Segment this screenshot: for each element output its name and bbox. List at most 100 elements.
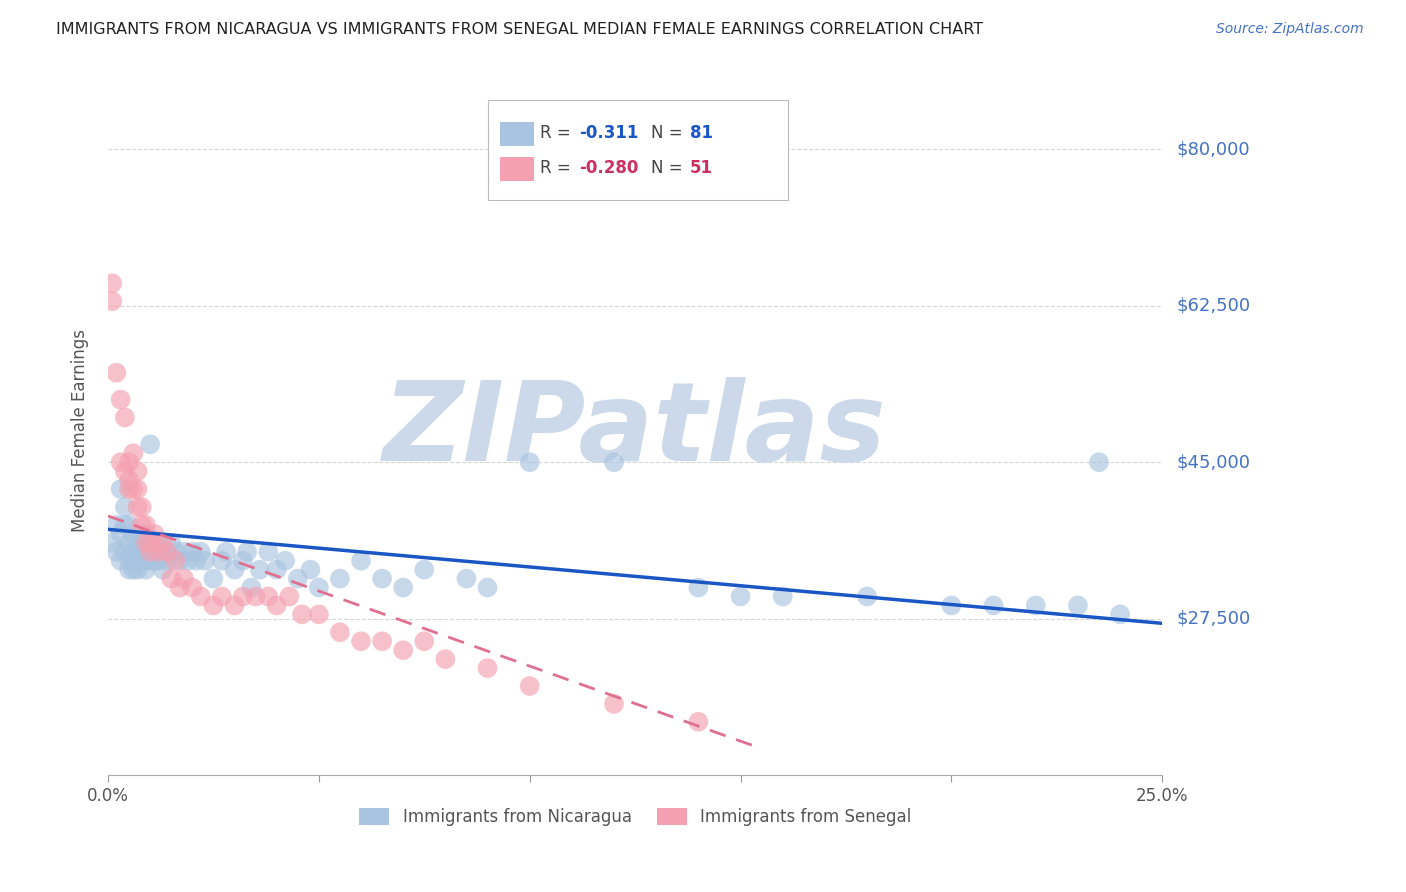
- Point: [101, 536, 124, 550]
- Point: [603, 455, 626, 469]
- Point: [143, 536, 166, 550]
- Point: [148, 545, 170, 559]
- Point: [122, 545, 145, 559]
- Point: [173, 572, 195, 586]
- Point: [127, 536, 149, 550]
- Point: [114, 500, 136, 514]
- Point: [266, 563, 288, 577]
- Point: [127, 482, 149, 496]
- Y-axis label: Median Female Earnings: Median Female Earnings: [72, 329, 89, 533]
- Point: [165, 545, 187, 559]
- Point: [232, 590, 254, 604]
- Point: [101, 294, 124, 309]
- Point: [249, 563, 271, 577]
- Point: [1025, 599, 1047, 613]
- Point: [224, 599, 246, 613]
- Point: [519, 679, 541, 693]
- Point: [173, 545, 195, 559]
- Point: [114, 517, 136, 532]
- Point: [257, 545, 280, 559]
- Point: [105, 545, 128, 559]
- Point: [413, 563, 436, 577]
- Point: [941, 599, 963, 613]
- Text: $45,000: $45,000: [1177, 453, 1250, 471]
- Point: [291, 607, 314, 622]
- FancyBboxPatch shape: [501, 157, 534, 181]
- FancyBboxPatch shape: [488, 100, 787, 200]
- Point: [371, 634, 394, 648]
- Point: [135, 554, 157, 568]
- Point: [257, 590, 280, 604]
- Point: [224, 563, 246, 577]
- Point: [131, 500, 153, 514]
- Text: -0.311: -0.311: [579, 124, 638, 142]
- Point: [1088, 455, 1111, 469]
- Point: [519, 455, 541, 469]
- Point: [122, 526, 145, 541]
- Point: [688, 714, 710, 729]
- Point: [278, 590, 301, 604]
- Text: $27,500: $27,500: [1177, 610, 1250, 628]
- Point: [114, 410, 136, 425]
- Point: [148, 536, 170, 550]
- Text: R =: R =: [540, 160, 576, 178]
- Point: [139, 536, 162, 550]
- Point: [232, 554, 254, 568]
- Point: [245, 590, 267, 604]
- Point: [118, 473, 141, 487]
- Text: R =: R =: [540, 124, 576, 142]
- Point: [392, 643, 415, 657]
- Point: [110, 554, 132, 568]
- Point: [152, 545, 174, 559]
- Text: N =: N =: [651, 124, 688, 142]
- Point: [1067, 599, 1090, 613]
- Text: $80,000: $80,000: [1177, 140, 1250, 158]
- Point: [127, 563, 149, 577]
- Point: [127, 545, 149, 559]
- Point: [156, 545, 179, 559]
- Point: [122, 482, 145, 496]
- Point: [110, 482, 132, 496]
- Point: [127, 500, 149, 514]
- Point: [194, 554, 217, 568]
- Point: [266, 599, 288, 613]
- Point: [477, 661, 499, 675]
- Point: [350, 554, 373, 568]
- Point: [114, 464, 136, 478]
- Point: [181, 545, 204, 559]
- Point: [105, 366, 128, 380]
- Point: [299, 563, 322, 577]
- Point: [202, 572, 225, 586]
- Point: [688, 581, 710, 595]
- Point: [190, 590, 212, 604]
- Point: [211, 590, 233, 604]
- Point: [118, 517, 141, 532]
- Point: [101, 277, 124, 291]
- Point: [186, 554, 208, 568]
- Point: [169, 581, 191, 595]
- Point: [190, 545, 212, 559]
- Point: [177, 554, 200, 568]
- Text: ZIPatlas: ZIPatlas: [384, 377, 887, 484]
- Point: [308, 607, 330, 622]
- Point: [105, 517, 128, 532]
- Point: [202, 599, 225, 613]
- Point: [169, 554, 191, 568]
- Point: [456, 572, 478, 586]
- Point: [135, 563, 157, 577]
- Point: [131, 536, 153, 550]
- Point: [236, 545, 259, 559]
- Point: [371, 572, 394, 586]
- Point: [122, 563, 145, 577]
- Text: IMMIGRANTS FROM NICARAGUA VS IMMIGRANTS FROM SENEGAL MEDIAN FEMALE EARNINGS CORR: IMMIGRANTS FROM NICARAGUA VS IMMIGRANTS …: [56, 22, 983, 37]
- Point: [156, 545, 179, 559]
- Point: [287, 572, 309, 586]
- Point: [856, 590, 879, 604]
- Point: [143, 526, 166, 541]
- Point: [350, 634, 373, 648]
- Point: [211, 554, 233, 568]
- FancyBboxPatch shape: [501, 121, 534, 145]
- Point: [165, 554, 187, 568]
- Point: [143, 554, 166, 568]
- Point: [772, 590, 794, 604]
